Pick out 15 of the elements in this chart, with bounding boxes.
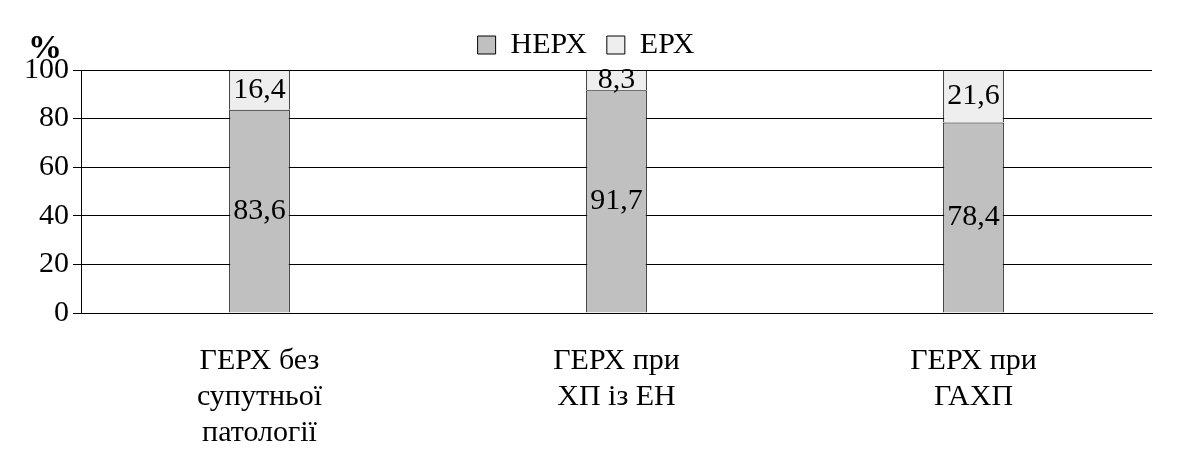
- legend-label: ЕРХ: [639, 25, 695, 59]
- y-tick-label: 60: [39, 148, 69, 182]
- legend-label: НЕРХ: [510, 25, 588, 59]
- y-tick-label: 80: [39, 99, 69, 133]
- data-label: 21,6: [947, 77, 1000, 111]
- data-label: 91,7: [590, 182, 643, 216]
- x-tick-label: ГЕРХ при ГАХП: [910, 341, 1037, 411]
- y-tick-label: 20: [39, 245, 69, 279]
- data-label: 16,4: [233, 70, 286, 104]
- data-label: 78,4: [947, 198, 1000, 232]
- data-label: 83,6: [233, 192, 286, 226]
- y-tick-label: 0: [54, 293, 69, 327]
- x-tick-label: ГЕРХ при ХП із ЕН: [553, 341, 680, 411]
- x-tick-label: ГЕРХ без супутньої патології: [196, 341, 323, 447]
- y-tick-label: 40: [39, 196, 69, 230]
